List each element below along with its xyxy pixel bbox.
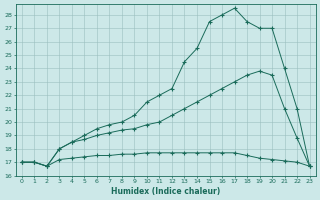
X-axis label: Humidex (Indice chaleur): Humidex (Indice chaleur) xyxy=(111,187,220,196)
